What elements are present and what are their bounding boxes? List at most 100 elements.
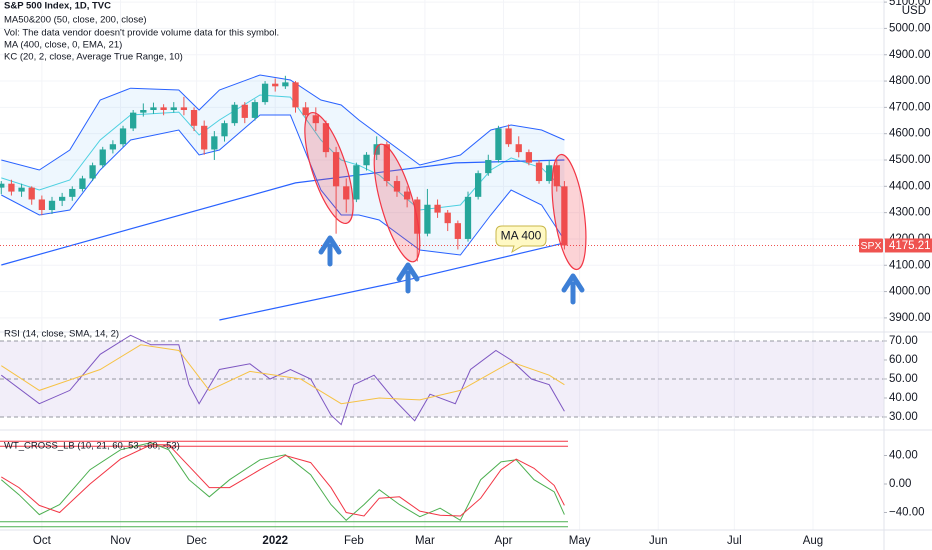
y-tick-label: 3900.00	[889, 312, 931, 324]
candle-body	[535, 162, 543, 182]
x-tick-label: Dec	[186, 535, 207, 547]
y-tick-label: 5100.00	[889, 0, 931, 8]
x-tick-label: Feb	[344, 535, 364, 547]
candle-body	[190, 110, 198, 126]
candle-body	[546, 165, 553, 182]
legend-line: MA (400, close, 0, EMA, 21)	[4, 40, 122, 51]
candle-body	[8, 183, 15, 192]
candle-body	[444, 212, 451, 224]
y-tick-label: 70.00	[889, 335, 918, 347]
callout	[495, 225, 547, 254]
channel-upper	[1, 74, 565, 171]
panel-title: WT_CROSS_LB (10, 21, 60, 53, -60, -53)	[4, 441, 180, 452]
candle-body	[454, 223, 461, 239]
candle-body	[403, 191, 411, 200]
candle-body	[211, 136, 218, 150]
x-tick-label: Aug	[803, 535, 823, 547]
y-tick-label: 4600.00	[889, 128, 931, 140]
candle-body	[59, 196, 66, 201]
candle-body	[0, 183, 5, 188]
panel-title: RSI (14, close, SMA, 14, 2)	[4, 329, 119, 340]
candle-body	[99, 149, 106, 166]
moving-average	[1, 159, 565, 266]
arrow	[396, 262, 420, 294]
candle-body	[231, 104, 238, 124]
y-tick-label: 4300.00	[889, 207, 931, 219]
y-tick-label: 4800.00	[889, 75, 931, 87]
x-tick-label: Nov	[110, 535, 131, 547]
candle-body	[251, 102, 259, 118]
y-tick-label: 4000.00	[889, 286, 931, 298]
candle-body	[515, 144, 522, 153]
y-tick-label: −40.00	[889, 507, 925, 519]
candle-body	[312, 115, 319, 124]
symbol-badge	[859, 238, 883, 253]
y-tick-label: 60.00	[889, 354, 918, 366]
candle-body	[393, 181, 401, 192]
series-line	[1, 444, 565, 517]
candle-body	[373, 144, 380, 155]
highlight-ellipse	[304, 111, 354, 225]
highlight-ellipse	[373, 143, 421, 263]
candle-body	[505, 128, 512, 145]
candle-body	[553, 165, 560, 187]
y-tick-label: 5000.00	[889, 22, 931, 34]
candle-body	[424, 204, 431, 234]
candle-body	[332, 152, 340, 187]
candle-body	[495, 128, 502, 160]
series-line	[1, 334, 565, 426]
annotation-layer: MA 400	[304, 111, 587, 305]
candle-body	[464, 196, 472, 239]
candle-body	[150, 107, 157, 110]
candle-body	[485, 160, 492, 174]
series-line	[1, 344, 565, 405]
candle-body	[28, 187, 35, 200]
candle-body	[282, 82, 289, 87]
candle-body	[221, 123, 228, 137]
candle-body	[18, 187, 25, 192]
x-tick-label: Apr	[495, 535, 513, 547]
y-tick-label: 4700.00	[889, 101, 931, 113]
x-tick-label: Mar	[415, 535, 435, 547]
y-tick-label: 4100.00	[889, 259, 931, 271]
candle-body	[525, 152, 533, 163]
x-tick-label: May	[569, 535, 591, 547]
candle-body	[292, 82, 299, 108]
candle-body	[89, 165, 96, 179]
candle-body	[322, 123, 330, 153]
x-tick-label: Oct	[33, 535, 52, 547]
legend-line: KC (20, 2, close, Average True Range, 10…	[4, 52, 183, 63]
x-tick-label: 2022	[262, 535, 288, 547]
candle-body	[261, 83, 269, 103]
plot-layer	[0, 0, 884, 530]
arrow	[318, 235, 342, 267]
arrow	[561, 273, 585, 305]
candle-body	[353, 165, 360, 200]
candle-body	[241, 104, 248, 118]
y-tick-label: 4500.00	[889, 154, 931, 166]
candle-body	[170, 107, 177, 110]
candle-body	[160, 107, 167, 110]
moving-average	[219, 242, 565, 321]
price-badge	[885, 238, 932, 253]
legend-line: Vol: The data vendor doesn't provide vol…	[4, 28, 279, 39]
candle-body	[69, 188, 76, 197]
y-tick-label: 40.00	[889, 450, 918, 462]
candle-body	[201, 125, 208, 150]
y-tick-label: 4900.00	[889, 49, 931, 61]
candle-body	[383, 144, 390, 182]
candle-body	[475, 173, 482, 197]
candle-body	[561, 186, 568, 246]
chart-title: S&P 500 Index, 1D, TVC	[4, 1, 111, 12]
candle-body	[343, 186, 350, 200]
candle-body	[272, 83, 279, 87]
candle-body	[119, 128, 127, 145]
currency-bg	[885, 5, 932, 17]
candle-body	[130, 112, 137, 129]
candle-body	[302, 107, 309, 116]
candle-body	[79, 178, 86, 189]
candle-body	[363, 154, 370, 166]
